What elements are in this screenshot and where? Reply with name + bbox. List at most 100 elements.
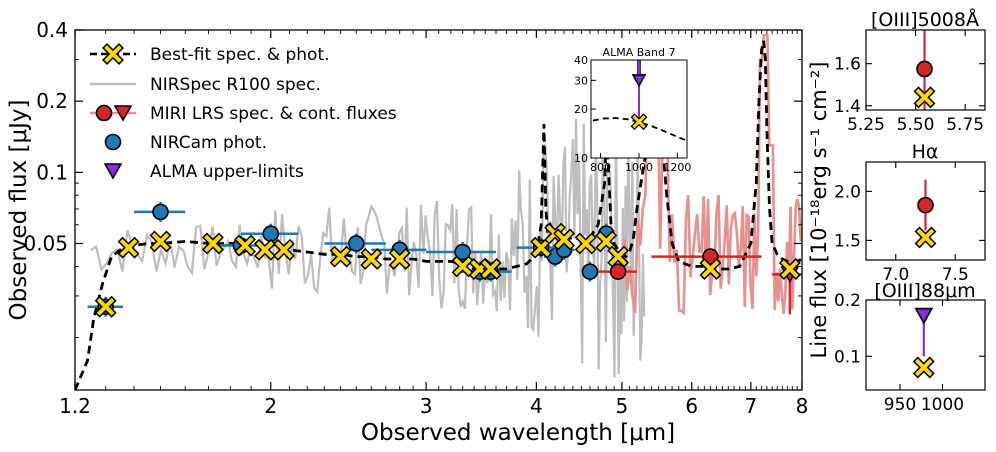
bestfit-phot-marker-fill (256, 241, 274, 259)
inset-x-tick-label: 1000 (625, 161, 653, 174)
legend-miri-circle (95, 104, 113, 122)
side3-model-marker-fill (914, 358, 933, 377)
legend-label-nircam: NIRCam phot. (150, 133, 267, 153)
side3-x-tick-label: 950 (884, 395, 916, 415)
nirspec-spectrum-line (90, 118, 646, 378)
bestfit-phot-marker (329, 245, 352, 268)
panel-oiii5008-title: [OIII]5008Å (871, 8, 979, 31)
x-tick-label: 4 (530, 394, 543, 418)
inset-model-line (592, 117, 686, 141)
bestfit-phot-marker (202, 232, 224, 255)
bestfit-phot-marker (254, 238, 276, 261)
inset-upperlimit-marker (631, 74, 647, 88)
panel-oiii88-title: [OIII]88μm (874, 280, 975, 302)
inset-x-tick-label: 1200 (663, 161, 691, 174)
y-tick-label: 0.05 (23, 231, 68, 255)
side-y-axis-label: Line flux [10⁻¹⁸erg s⁻¹ cm⁻²] (807, 62, 831, 359)
panel-oiii5008: [OIII]5008Å 5.25 5.50 5.75 1.4 1.6 (834, 8, 986, 135)
side2-measured-point (917, 196, 934, 214)
bestfit-phot-marker (607, 245, 629, 268)
bestfit-phot-marker (595, 230, 618, 253)
main-x-axis-label: Observed wavelength [μm] (361, 420, 675, 446)
inset-x-tick-label: 800 (590, 161, 611, 174)
side2-y-tick-label: 2.0 (834, 182, 861, 202)
inset-alma-panel: 800 1000 1200 10 20 30 40 ALMA Band 7 (574, 46, 691, 174)
miri-cont-point (609, 263, 627, 280)
side3-y-tick-label: 0.2 (834, 291, 861, 311)
side3-x-tick-label: 1000 (921, 395, 964, 415)
inset-y-tick-label: 20 (574, 103, 588, 116)
bestfit-phot-marker-fill (275, 241, 293, 259)
legend-nircam-marker (104, 133, 122, 151)
bestfit-phot-marker (388, 248, 411, 270)
bestfit-phot-marker-fill (576, 234, 595, 253)
nircam-point (347, 235, 365, 252)
side1-y-tick-label: 1.4 (834, 97, 861, 117)
nircam-point (262, 225, 280, 243)
bestfit-phot-marker-fill (204, 234, 222, 253)
bestfit-phot-marker-fill (96, 297, 115, 316)
inset-y-tick-label: 30 (574, 74, 588, 87)
bestfit-phot-marker-fill (701, 260, 720, 278)
bestfit-phot-marker-fill (532, 238, 550, 257)
bestfit-phot-marker (234, 234, 256, 257)
y-tick-label: 0.1 (36, 160, 68, 184)
legend-label-bestfit: Best-fit spec. & phot. (150, 45, 330, 65)
inset-y-tick-label: 40 (574, 54, 588, 67)
side1-x-tick-label: 5.75 (946, 115, 984, 135)
x-tick-label: 6 (685, 394, 698, 418)
inset-y-tick-label: 10 (574, 152, 588, 165)
bestfit-phot-marker-fill (236, 236, 254, 255)
x-tick-label: 5 (616, 394, 629, 418)
side2-model-marker-fill (916, 228, 935, 247)
side1-model-marker (913, 86, 936, 109)
bestfit-phot-marker (451, 255, 474, 278)
inset-title: ALMA Band 7 (603, 46, 676, 59)
x-tick-label: 3 (420, 394, 433, 418)
x-tick-label: 2 (264, 394, 277, 418)
bestfit-phot-marker-fill (151, 232, 170, 251)
side1-y-tick-label: 1.6 (834, 55, 861, 75)
nircam-point (454, 243, 471, 261)
bestfit-phot-marker-fill (390, 250, 409, 268)
side1-x-tick-label: 5.50 (897, 115, 935, 135)
x-tick-label: 7 (744, 394, 757, 418)
side1-model-marker-fill (915, 88, 934, 107)
bestfit-phot-marker-fill (453, 257, 472, 276)
bestfit-phot-marker (530, 236, 553, 259)
side2-y-tick-label: 1.5 (834, 231, 861, 251)
side3-y-tick-label: 0.1 (834, 347, 861, 367)
bestfit-phot-marker-fill (597, 232, 616, 251)
bestfit-phot-marker (272, 238, 295, 261)
main-sed-panel: 1.2 2 3 4 5 6 7 8 0.05 0.1 0.2 0.4 Observed wavelen… (6, 18, 808, 446)
nircam-point (581, 263, 599, 280)
bestfit-phot-marker (94, 295, 117, 318)
bestfit-phot-marker-fill (362, 250, 381, 268)
x-tick-label: 8 (796, 394, 809, 418)
bestfit-phot-marker-fill (609, 247, 627, 266)
side3-upperlimit-marker (914, 307, 934, 325)
side2-model-marker (914, 226, 937, 249)
bestfit-phot-marker (149, 230, 172, 253)
bestfit-phot-marker (553, 228, 576, 251)
bestfit-phot-marker-fill (331, 247, 350, 266)
bestfit-phot-marker (117, 236, 140, 259)
legend-miri-triangle (113, 105, 133, 122)
legend-bestfit-marker (102, 43, 124, 65)
side1-measured-point (916, 60, 933, 78)
panel-halpha-title: Hα (912, 141, 939, 163)
legend-label-nirspec: NIRSpec R100 spec. (150, 75, 321, 95)
bestfit-phot-marker (360, 248, 383, 270)
legend: Best-fit spec. & phot. NIRSpec R100 spec… (90, 43, 397, 182)
inset-bestfit-marker (632, 115, 646, 129)
side2-x-tick-label: 7.0 (882, 265, 909, 285)
panel-oiii88: [OIII]88μm 950 1000 0.1 0.2 (834, 280, 986, 415)
y-tick-label: 0.4 (36, 18, 68, 42)
bestfit-phot-marker (778, 258, 801, 280)
side3-model-marker (912, 356, 935, 379)
x-tick-label: 1.2 (59, 394, 91, 418)
bestfit-phot-marker (574, 232, 597, 255)
bestfit-phot-marker-fill (119, 238, 138, 257)
side1-x-tick-label: 5.25 (847, 115, 885, 135)
